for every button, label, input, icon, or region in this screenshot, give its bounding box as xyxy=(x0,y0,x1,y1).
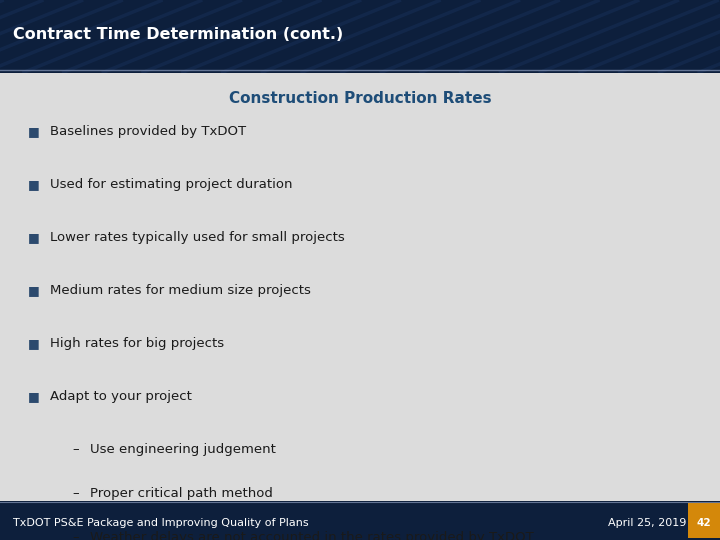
Text: High rates for big projects: High rates for big projects xyxy=(50,337,224,350)
Text: Weather delays are not accounted in the rates provided by TxDOT: Weather delays are not accounted in the … xyxy=(90,531,534,540)
Text: April 25, 2019: April 25, 2019 xyxy=(608,517,687,528)
FancyBboxPatch shape xyxy=(688,503,720,538)
Text: Use engineering judgement: Use engineering judgement xyxy=(90,443,276,456)
Text: Construction Production Rates: Construction Production Rates xyxy=(229,91,491,106)
Text: Medium rates for medium size projects: Medium rates for medium size projects xyxy=(50,284,311,297)
Text: ■: ■ xyxy=(28,284,40,297)
Text: TxDOT PS&E Package and Improving Quality of Plans: TxDOT PS&E Package and Improving Quality… xyxy=(13,517,309,528)
Text: 42: 42 xyxy=(696,517,711,528)
Text: ■: ■ xyxy=(28,125,40,138)
Text: –: – xyxy=(72,487,78,500)
FancyBboxPatch shape xyxy=(0,0,720,73)
Text: ■: ■ xyxy=(28,337,40,350)
Text: Lower rates typically used for small projects: Lower rates typically used for small pro… xyxy=(50,231,345,244)
Text: –: – xyxy=(72,531,78,540)
Text: Adapt to your project: Adapt to your project xyxy=(50,390,192,403)
Text: Used for estimating project duration: Used for estimating project duration xyxy=(50,178,292,191)
Text: ■: ■ xyxy=(28,178,40,191)
Text: –: – xyxy=(72,443,78,456)
Text: ■: ■ xyxy=(28,390,40,403)
FancyBboxPatch shape xyxy=(0,501,720,540)
Text: Contract Time Determination (cont.): Contract Time Determination (cont.) xyxy=(13,28,343,43)
Text: ■: ■ xyxy=(28,231,40,244)
Text: Baselines provided by TxDOT: Baselines provided by TxDOT xyxy=(50,125,246,138)
Text: Proper critical path method: Proper critical path method xyxy=(90,487,273,500)
